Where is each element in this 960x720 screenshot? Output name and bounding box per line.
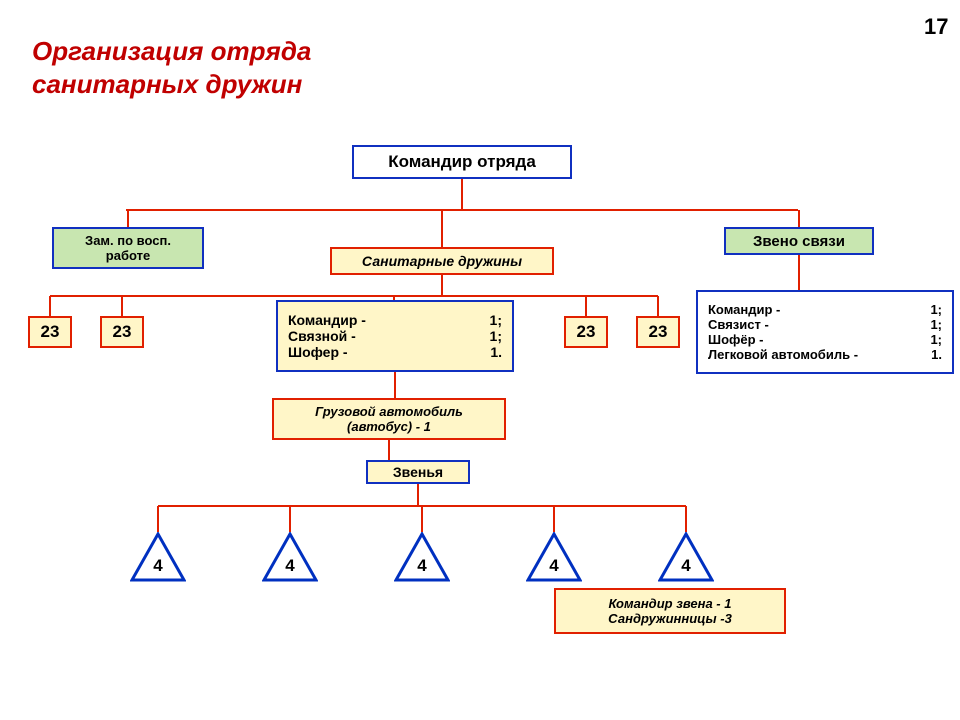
page-number: 17 — [924, 14, 948, 40]
box-23-2: 23 — [100, 316, 144, 348]
box-san-druzhiny: Санитарные дружины — [330, 247, 554, 275]
box-23-1: 23 — [28, 316, 72, 348]
box-23-4: 23 — [636, 316, 680, 348]
detail-center: Командир -1;Связной -1;Шофер -1. — [276, 300, 514, 372]
diagram-title: Организация отрядасанитарных дружин — [32, 35, 311, 100]
triangle-number-2: 4 — [262, 556, 318, 576]
detail-right: Командир -1;Связист -1;Шофёр -1;Легковой… — [696, 290, 954, 374]
box-commander: Командир отряда — [352, 145, 572, 179]
box-truck: Грузовой автомобиль(автобус) - 1 — [272, 398, 506, 440]
triangle-number-1: 4 — [130, 556, 186, 576]
triangle-number-5: 4 — [658, 556, 714, 576]
box-comm-link: Звено связи — [724, 227, 874, 255]
detail-bottom: Командир звена - 1Сандружинницы -3 — [554, 588, 786, 634]
triangle-number-4: 4 — [526, 556, 582, 576]
triangle-number-3: 4 — [394, 556, 450, 576]
box-deputy: Зам. по восп.работе — [52, 227, 204, 269]
box-23-3: 23 — [564, 316, 608, 348]
box-links: Звенья — [366, 460, 470, 484]
